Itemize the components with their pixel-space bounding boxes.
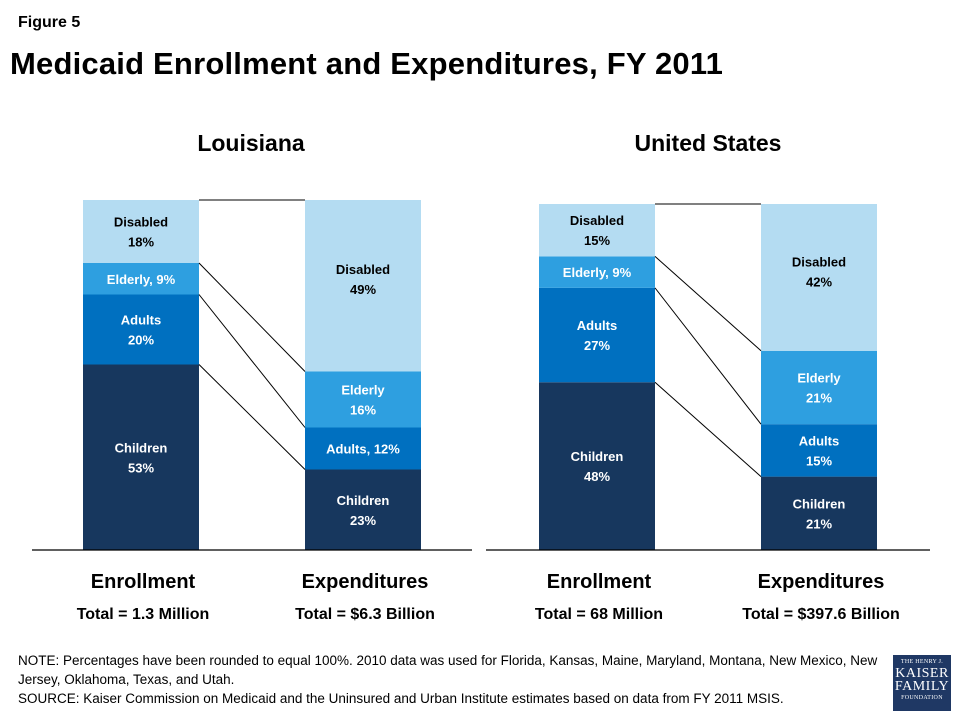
logo-line-1: THE HENRY J. (900, 659, 944, 665)
data-label: Children (571, 449, 624, 464)
connector-line (198, 364, 306, 470)
source-text: SOURCE: Kaiser Commission on Medicaid an… (18, 691, 784, 706)
data-label: Elderly (341, 383, 385, 398)
total-label: Total = $397.6 Billion (742, 606, 900, 623)
data-label: 15% (584, 233, 610, 248)
note-text: NOTE: Percentages have been rounded to e… (18, 653, 878, 687)
data-label: 49% (350, 282, 376, 297)
figure-label: Figure 5 (18, 14, 81, 31)
data-label: 27% (584, 338, 610, 353)
bar-segment-adults (539, 287, 655, 383)
logo-line-3: FAMILY (894, 679, 950, 694)
data-label: 53% (128, 460, 154, 475)
category-label: Expenditures (302, 571, 429, 593)
bar-segment-children (761, 476, 877, 550)
kff-logo: THE HENRY J. KAISER FAMILY FOUNDATION (893, 655, 951, 711)
data-label: 21% (806, 390, 832, 405)
data-label: 42% (806, 275, 832, 290)
connector-line (654, 256, 762, 352)
footnote: NOTE: Percentages have been rounded to e… (18, 651, 878, 708)
bar-segment-children (305, 469, 421, 550)
data-label: Children (337, 493, 390, 508)
total-label: Total = 68 Million (535, 606, 663, 623)
total-label: Total = $6.3 Billion (295, 606, 435, 623)
data-label: 18% (128, 235, 154, 250)
category-label: Enrollment (547, 571, 652, 593)
bar-segment-adults (761, 424, 877, 477)
data-label: Children (115, 440, 168, 455)
data-label: Children (793, 496, 846, 511)
data-label: Adults (799, 433, 839, 448)
bar-segment-children (83, 364, 199, 550)
connector-line (198, 294, 306, 428)
page-title: Medicaid Enrollment and Expenditures, FY… (10, 46, 724, 81)
data-label: 16% (350, 403, 376, 418)
total-label: Total = 1.3 Million (77, 606, 210, 623)
category-label: Expenditures (758, 571, 885, 593)
connector-line (654, 381, 762, 477)
data-label: 23% (350, 513, 376, 528)
chart-area: Louisiana Children 53% Adults 20% Elderly, 9%… (32, 130, 930, 623)
data-label: Disabled (792, 255, 846, 270)
data-label: Adults (577, 318, 617, 333)
data-label: Disabled (336, 262, 390, 277)
bar-segment-disabled (761, 204, 877, 351)
panel-title-louisiana: Louisiana (197, 130, 305, 156)
bar-segment-elderly (761, 350, 877, 425)
logo-line-2: KAISER (895, 666, 949, 681)
data-label: Elderly, 9% (107, 272, 176, 287)
panel-title-united-states: United States (635, 130, 782, 156)
bar-segment-elderly (539, 256, 655, 288)
bar-segment-disabled (83, 200, 199, 263)
bar-segment-elderly (305, 371, 421, 428)
data-label: Disabled (570, 213, 624, 228)
data-label: Disabled (114, 215, 168, 230)
connector-line (198, 262, 306, 372)
data-label: 20% (128, 333, 154, 348)
bar-segment-disabled (305, 200, 421, 372)
data-label: Adults (121, 313, 161, 328)
bar-segment-children (539, 382, 655, 550)
bar-segment-disabled (539, 204, 655, 257)
data-label: 21% (806, 516, 832, 531)
bar-segment-adults (305, 427, 421, 470)
data-label: Adults, 12% (326, 442, 400, 457)
data-label: 15% (806, 453, 832, 468)
data-label: Elderly, 9% (563, 265, 632, 280)
bar-segment-adults (83, 294, 199, 365)
logo-line-4: FOUNDATION (901, 695, 943, 701)
bar-segment-elderly (83, 263, 199, 295)
data-label: Elderly (797, 370, 841, 385)
connector-line (654, 287, 762, 425)
category-label: Enrollment (91, 571, 196, 593)
data-label: 48% (584, 469, 610, 484)
